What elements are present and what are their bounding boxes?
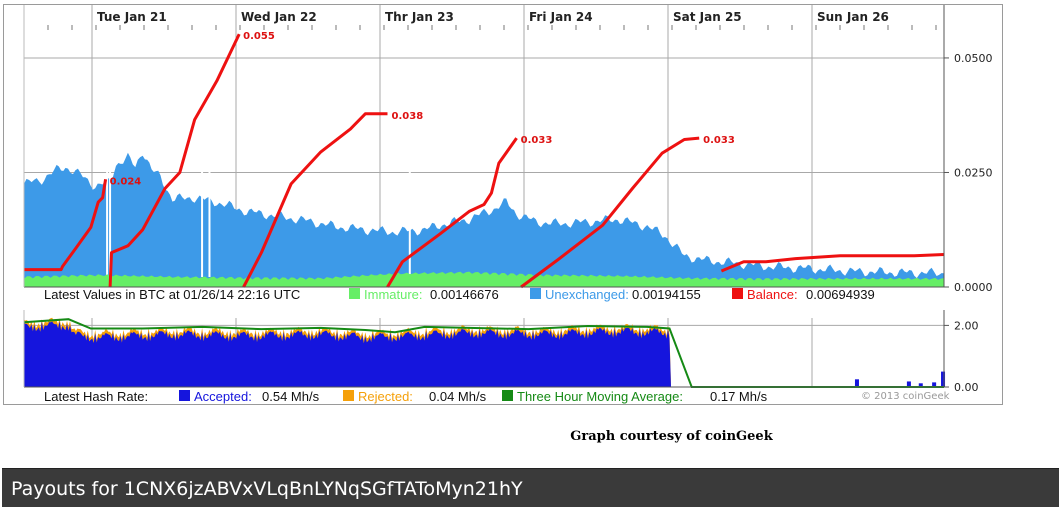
balance-line-segment-3 — [386, 137, 518, 288]
day-label-3: Fri Jan 24 — [529, 10, 593, 24]
balance-line-segment-2 — [242, 112, 388, 288]
balance-annotation-4: 0.033 — [703, 135, 735, 146]
bottom-legend-swatch-2 — [502, 390, 513, 401]
bottom-legend-value-0: 0.54 Mh/s — [262, 389, 320, 404]
balance-annotation-2: 0.038 — [392, 111, 424, 122]
top-legend-swatch-0 — [349, 288, 360, 299]
balance-annotation-0: 0.024 — [110, 176, 142, 187]
accepted-late-bar-0 — [854, 379, 859, 387]
bottom-legend-swatch-1 — [343, 390, 354, 401]
bottom-legend-value-2: 0.17 Mh/s — [710, 389, 768, 404]
graph-courtesy-caption: Graph courtesy of coinGeek — [570, 429, 773, 444]
top-legend-label-2: Balance: — [747, 287, 798, 302]
top-legend-swatch-1 — [530, 288, 541, 299]
bottom-legend-label-1: Rejected: — [358, 389, 413, 404]
day-label-1: Wed Jan 22 — [241, 10, 317, 24]
top-legend-prefix: Latest Values in BTC at 01/26/14 22:16 U… — [44, 287, 300, 302]
immature-area — [24, 271, 944, 287]
payouts-title: Payouts for 1CNX6jzABVxVLqBnLYNqSGfTAToM… — [11, 478, 523, 500]
day-label-4: Sat Jan 25 — [673, 10, 742, 24]
accepted-area — [24, 321, 671, 387]
balance-line-segment-0 — [24, 179, 108, 272]
day-label-0: Tue Jan 21 — [97, 10, 167, 24]
top-legend-value-1: 0.00194155 — [632, 287, 701, 302]
day-label-5: Sun Jan 26 — [817, 10, 889, 24]
chart-frame: Tue Jan 21 Wed Jan 22 Thr Jan 23 Fri Jan 24… — [3, 4, 1003, 405]
top-y-tick-label-2: 0.0000 — [954, 281, 993, 294]
bottom-legend-swatch-0 — [179, 390, 190, 401]
balance-annotation-1: 0.055 — [243, 31, 275, 42]
accepted-late-bar-2 — [918, 383, 923, 387]
top-legend-label-0: Immature: — [364, 287, 423, 302]
bottom-legend-prefix: Latest Hash Rate: — [44, 389, 148, 404]
payouts-header-bar: Payouts for 1CNX6jzABVxVLqBnLYNqSGfTAToM… — [2, 468, 1059, 507]
accepted-late-bar-3 — [932, 382, 937, 387]
unexchanged-area — [24, 152, 944, 287]
bottom-legend-value-1: 0.04 Mh/s — [429, 389, 487, 404]
top-y-tick-label-1: 0.0250 — [954, 166, 993, 179]
balance-line-segment-5 — [720, 253, 945, 273]
top-legend-value-0: 0.00146676 — [430, 287, 499, 302]
accepted-late-bar-1 — [906, 381, 911, 387]
accepted-late-bar-4 — [941, 371, 946, 387]
balance-line-segment-4 — [520, 136, 700, 289]
balance-line-segment-1 — [108, 33, 241, 288]
day-label-2: Thr Jan 23 — [385, 10, 454, 24]
top-y-tick-label-0: 0.0500 — [954, 52, 993, 65]
top-legend-label-1: Unexchanged: — [545, 287, 629, 302]
copyright-notice: © 2013 coinGeek — [861, 391, 950, 402]
bottom-legend-label-0: Accepted: — [194, 389, 252, 404]
moving-average-line — [23, 318, 944, 388]
top-legend-value-2: 0.00694939 — [806, 287, 875, 302]
chart-svg: Tue Jan 21 Wed Jan 22 Thr Jan 23 Fri Jan 24… — [23, 5, 993, 404]
balance-annotation-3: 0.033 — [521, 135, 553, 146]
bottom-y-tick-label-0: 2.00 — [954, 319, 979, 332]
bottom-y-tick-label-1: 0.00 — [954, 381, 979, 394]
bottom-legend-label-2: Three Hour Moving Average: — [517, 389, 683, 404]
top-legend-swatch-2 — [732, 288, 743, 299]
